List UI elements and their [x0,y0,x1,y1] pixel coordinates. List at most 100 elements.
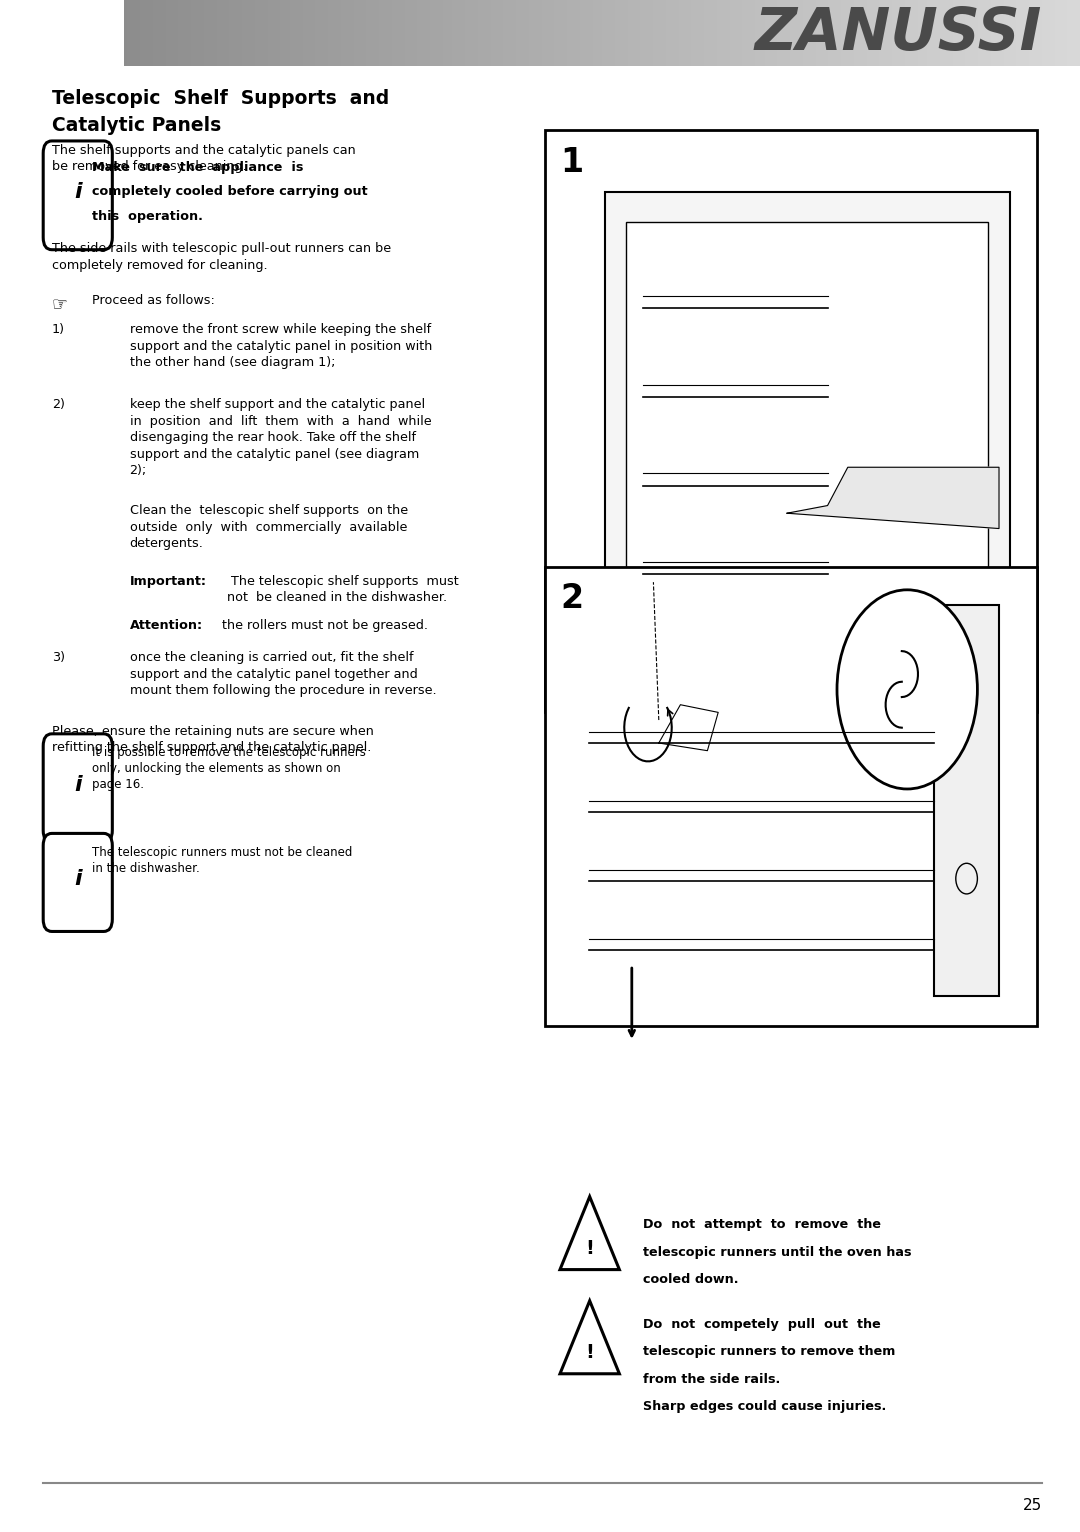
Bar [335,0,339,66]
Bar [443,0,447,66]
Bar [672,0,676,66]
Bar [621,0,625,66]
FancyBboxPatch shape [43,833,112,931]
Bar [943,0,947,66]
Bar [608,0,612,66]
Text: completely cooled before carrying out: completely cooled before carrying out [92,185,367,198]
Bar [704,0,708,66]
Bar [895,0,900,66]
Bar [564,0,568,66]
Text: from the side rails.: from the side rails. [643,1373,780,1385]
Bar [761,0,766,66]
Bar [207,0,212,66]
Text: 2): 2) [52,398,65,411]
Bar [570,0,575,66]
Text: Do  not  attempt  to  remove  the: Do not attempt to remove the [643,1218,880,1230]
Bar [168,0,173,66]
Bar [402,0,406,66]
Text: 2: 2 [561,582,583,616]
Bar [153,0,158,66]
Bar [1016,0,1021,66]
Bar [1039,0,1043,66]
Bar [356,0,361,66]
Bar [503,0,508,66]
Bar [315,0,320,66]
Bar [220,0,224,66]
Polygon shape [787,467,999,529]
Bar [953,0,957,66]
Bar [902,0,906,66]
Bar [1061,0,1065,66]
Text: Proceed as follows:: Proceed as follows: [92,294,215,306]
Bar [131,0,135,66]
Bar [994,0,998,66]
Bar [1029,0,1034,66]
Bar [309,0,313,66]
Bar [982,0,985,66]
Text: Catalytic Panels: Catalytic Panels [52,116,221,135]
Bar [194,0,199,66]
Bar [781,0,785,66]
Bar [440,0,444,66]
Bar [1077,0,1080,66]
Bar [490,0,495,66]
Bar [1042,0,1047,66]
Bar [423,0,428,66]
Bar [806,0,810,66]
Bar [465,0,470,66]
Text: 1: 1 [561,146,583,179]
Bar [436,0,441,66]
Bar [226,0,230,66]
Bar [854,0,858,66]
Bar [399,0,403,66]
Bar [360,0,364,66]
Bar [634,0,638,66]
Bar [144,0,148,66]
Bar [765,0,769,66]
Bar [593,0,597,66]
Text: keep the shelf support and the catalytic panel
in  position  and  lift  them  wi: keep the shelf support and the catalytic… [130,398,431,478]
Bar [332,0,336,66]
Bar [373,0,377,66]
Bar [459,0,463,66]
Bar [369,0,374,66]
Bar [841,0,846,66]
Text: remove the front screw while keeping the shelf
support and the catalytic panel i: remove the front screw while keeping the… [130,323,432,369]
Bar [319,0,323,66]
Text: i: i [73,869,82,890]
Bar [815,0,820,66]
Bar [714,0,718,66]
Bar [462,0,467,66]
Text: the rollers must not be greased.: the rollers must not be greased. [218,619,428,631]
Bar [178,0,183,66]
Bar [554,0,558,66]
Bar [545,130,1037,712]
Bar [624,0,629,66]
Bar [987,0,991,66]
Bar [860,0,864,66]
Bar [408,0,413,66]
Bar [691,0,696,66]
Bar [732,0,737,66]
Bar [675,0,679,66]
Bar [969,0,973,66]
Bar [172,0,176,66]
Bar [222,0,227,66]
Text: Please, ensure the retaining nuts are secure when
refitting the shelf support an: Please, ensure the retaining nuts are se… [52,725,374,754]
Text: ZANUSSI: ZANUSSI [755,5,1042,63]
Bar [545,567,1037,1026]
Text: 25: 25 [1023,1498,1042,1514]
Bar [477,0,482,66]
Bar [727,0,730,66]
Bar [758,0,762,66]
Bar [778,0,782,66]
Bar [538,0,542,66]
Bar [577,0,581,66]
Bar [720,0,725,66]
Bar [283,0,287,66]
Bar [181,0,186,66]
Bar [768,0,772,66]
Bar [771,0,775,66]
Bar [286,0,291,66]
Bar [838,0,842,66]
